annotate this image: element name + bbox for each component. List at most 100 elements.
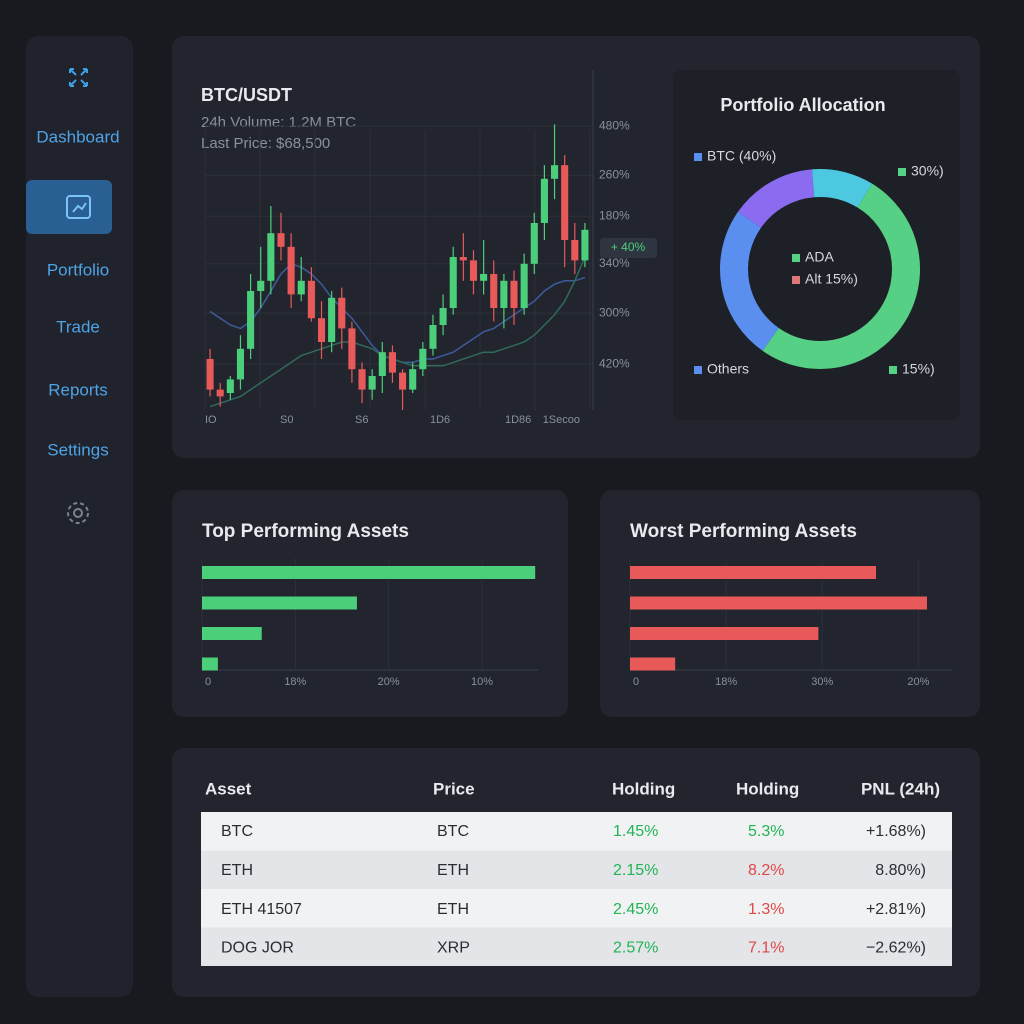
candle-body bbox=[429, 325, 437, 349]
column-header: Holding bbox=[612, 779, 675, 798]
candle-body bbox=[449, 257, 457, 308]
candle-body bbox=[378, 352, 386, 376]
legend-label: 15%) bbox=[902, 361, 935, 377]
y-tick-label: 260% bbox=[599, 168, 630, 182]
candle-body bbox=[267, 233, 275, 281]
gear-icon[interactable] bbox=[67, 502, 89, 524]
y-tick-label: 300% bbox=[599, 305, 630, 319]
table-cell: 1.45% bbox=[613, 823, 658, 840]
panel-title: Top Performing Assets bbox=[202, 521, 409, 542]
donut-segment bbox=[811, 169, 873, 208]
x-tick-label: 20% bbox=[907, 676, 929, 688]
x-tick-label: 1Secoo bbox=[543, 414, 580, 426]
table-cell: ETH 41507 bbox=[221, 901, 302, 918]
column-header: PNL (24h) bbox=[861, 779, 940, 798]
logo-icon bbox=[69, 68, 88, 87]
candle-body bbox=[469, 260, 478, 281]
price-badge bbox=[600, 238, 657, 258]
nav-item[interactable]: Settings bbox=[47, 440, 108, 459]
table-cell: DOG JOR bbox=[221, 940, 294, 957]
candle-body bbox=[317, 318, 326, 342]
nav-item[interactable]: Trade bbox=[56, 317, 100, 336]
candle-body bbox=[530, 223, 538, 264]
table-cell: 1.3% bbox=[748, 901, 784, 918]
table-row bbox=[201, 850, 952, 889]
top-panel bbox=[172, 490, 568, 717]
donut-segment bbox=[720, 211, 780, 351]
candle-body bbox=[520, 263, 528, 308]
x-tick-label: 18% bbox=[284, 676, 306, 688]
bar bbox=[202, 596, 357, 610]
legend-swatch bbox=[792, 254, 800, 262]
candle-body bbox=[571, 240, 579, 261]
price-badge-text: + 40% bbox=[611, 240, 646, 254]
candle-body bbox=[216, 389, 224, 397]
table-cell: 5.3% bbox=[748, 823, 784, 840]
chart-subtitle: 24h Volume: 1.2M BTC bbox=[201, 114, 356, 131]
table-cell: BTC bbox=[437, 823, 469, 840]
donut-title: Portfolio Allocation bbox=[720, 95, 885, 115]
candle-body bbox=[358, 369, 366, 390]
table-cell: 7.1% bbox=[748, 940, 784, 957]
nav-item[interactable]: Reports bbox=[48, 380, 108, 399]
nav-icon bbox=[66, 195, 91, 219]
candle-body bbox=[459, 257, 467, 261]
nav-item[interactable]: Portfolio bbox=[47, 260, 109, 279]
candle-body bbox=[328, 297, 336, 342]
panel-title: Worst Performing Assets bbox=[630, 521, 857, 542]
nav-icon-line bbox=[72, 202, 87, 213]
legend-label: ADA bbox=[805, 249, 834, 265]
candle-body bbox=[388, 352, 396, 373]
candle-body bbox=[307, 280, 315, 319]
legend-swatch bbox=[694, 366, 702, 374]
bar bbox=[202, 657, 218, 671]
y-tick-label: 420% bbox=[599, 356, 630, 370]
x-tick-label: 0 bbox=[633, 676, 639, 688]
candle-body bbox=[439, 308, 447, 325]
candle-body bbox=[409, 369, 417, 390]
x-tick-label: S0 bbox=[280, 414, 293, 426]
x-tick-label: 1D86 bbox=[505, 414, 531, 426]
legend-swatch bbox=[898, 168, 906, 176]
y-tick-label: 480% bbox=[599, 118, 630, 132]
candle-body bbox=[581, 229, 589, 261]
table-row bbox=[201, 889, 952, 928]
nav-item[interactable]: Dashboard bbox=[36, 127, 119, 146]
table-cell: 8.2% bbox=[748, 862, 784, 879]
legend-label: Others bbox=[707, 361, 749, 377]
candle-body bbox=[257, 280, 265, 291]
candle-body bbox=[338, 297, 346, 329]
legend-swatch bbox=[792, 276, 800, 284]
x-tick-label: 18% bbox=[715, 676, 737, 688]
active-nav[interactable] bbox=[26, 180, 112, 234]
candle-body bbox=[206, 359, 214, 390]
table-cell: 2.15% bbox=[613, 862, 658, 879]
donut-segment bbox=[762, 183, 920, 369]
donut-segment bbox=[738, 169, 815, 229]
column-header: Price bbox=[433, 779, 475, 798]
table-cell: +1.68%) bbox=[866, 823, 926, 840]
legend-swatch bbox=[694, 153, 702, 161]
x-tick-label: S6 bbox=[355, 414, 368, 426]
table-cell: ETH bbox=[221, 862, 253, 879]
table-cell: 2.57% bbox=[613, 940, 658, 957]
table-cell: −2.62%) bbox=[866, 940, 926, 957]
candle-body bbox=[368, 376, 376, 390]
bar bbox=[630, 657, 676, 671]
candle-body bbox=[399, 372, 407, 390]
table-cell: XRP bbox=[437, 940, 470, 957]
legend-label: Alt 15%) bbox=[805, 271, 858, 287]
x-tick-label: 10% bbox=[471, 676, 493, 688]
candle-body bbox=[480, 274, 488, 281]
candle-body bbox=[510, 280, 518, 308]
bar bbox=[630, 627, 819, 640]
y-tick-label: 340% bbox=[599, 256, 630, 270]
y-tick-label: 180% bbox=[599, 208, 630, 222]
candle-body bbox=[540, 178, 548, 223]
bar bbox=[630, 596, 928, 610]
candle-body bbox=[247, 291, 255, 349]
candle-body bbox=[490, 274, 498, 308]
table-row bbox=[201, 812, 952, 851]
bar bbox=[630, 566, 877, 579]
